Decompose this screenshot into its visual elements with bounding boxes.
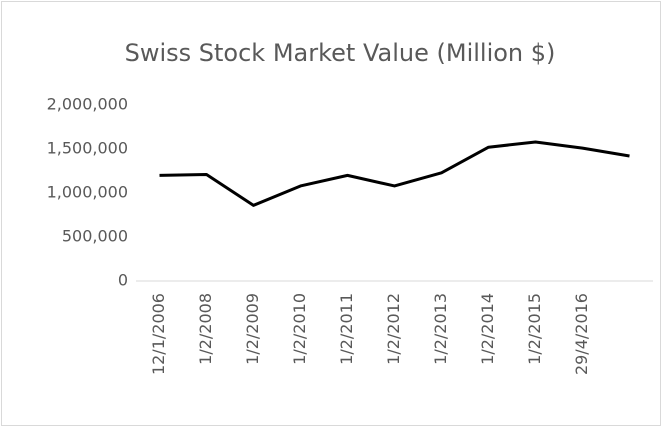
line-series [159,140,630,207]
x-tick-label: 1/2/2008 [196,293,215,365]
chart-title: Swiss Stock Market Value (Million $) [125,39,556,67]
x-tick-label: 1/2/2013 [431,293,450,365]
x-tick-label: 29/4/2016 [572,293,591,375]
x-tick-label: 1/2/2014 [478,293,497,365]
y-tick-label: 1,500,000 [47,139,128,158]
x-tick-label: 1/2/2010 [290,293,309,365]
x-tick-label: 1/2/2012 [384,293,403,365]
x-tick-label: 1/2/2011 [337,293,356,365]
x-tick-label: 1/2/2015 [525,293,544,365]
y-tick-label: 1,000,000 [47,183,128,202]
x-tick-label: 1/2/2009 [243,293,262,365]
y-tick-label: 0 [118,271,128,290]
y-tick-label: 500,000 [62,227,128,246]
x-tick-label: 12/1/2006 [149,293,168,375]
y-tick-label: 2,000,000 [47,95,128,114]
